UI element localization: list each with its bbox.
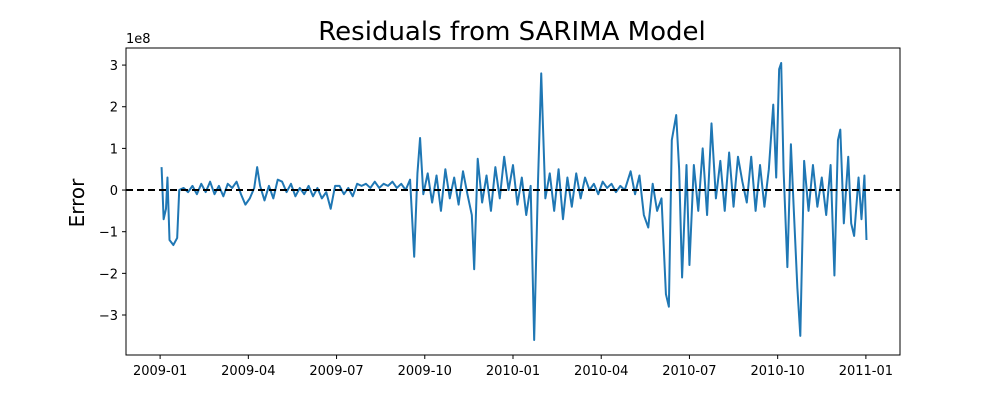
y-tick-label: 3	[110, 59, 118, 74]
x-tick-label: 2009-04	[221, 364, 275, 379]
x-tick-label: 2009-07	[309, 364, 363, 379]
chart-title: Residuals from SARIMA Model	[318, 17, 705, 47]
y-tick-label: −1	[99, 226, 118, 241]
y-tick-label: 1	[110, 142, 118, 157]
x-tick-label: 2010-10	[751, 364, 805, 379]
y-axis-label: Error	[65, 178, 89, 228]
x-tick-label: 2009-01	[133, 364, 187, 379]
y-tick-label: −2	[99, 267, 118, 282]
line	[160, 62, 868, 341]
y-tick-label: 0	[110, 184, 118, 199]
x-tick-label: 2010-07	[662, 364, 716, 379]
axes-frame	[125, 47, 901, 356]
x-tick-label: 2009-10	[398, 364, 452, 379]
x-tick-label: 2011-01	[839, 364, 893, 379]
y-offset-label: 1e8	[126, 32, 151, 47]
y-tick-label: 2	[110, 101, 118, 116]
x-tick-label: 2010-04	[574, 364, 628, 379]
x-tick-label: 2010-01	[486, 364, 540, 379]
y-tick-label: −3	[99, 309, 118, 324]
